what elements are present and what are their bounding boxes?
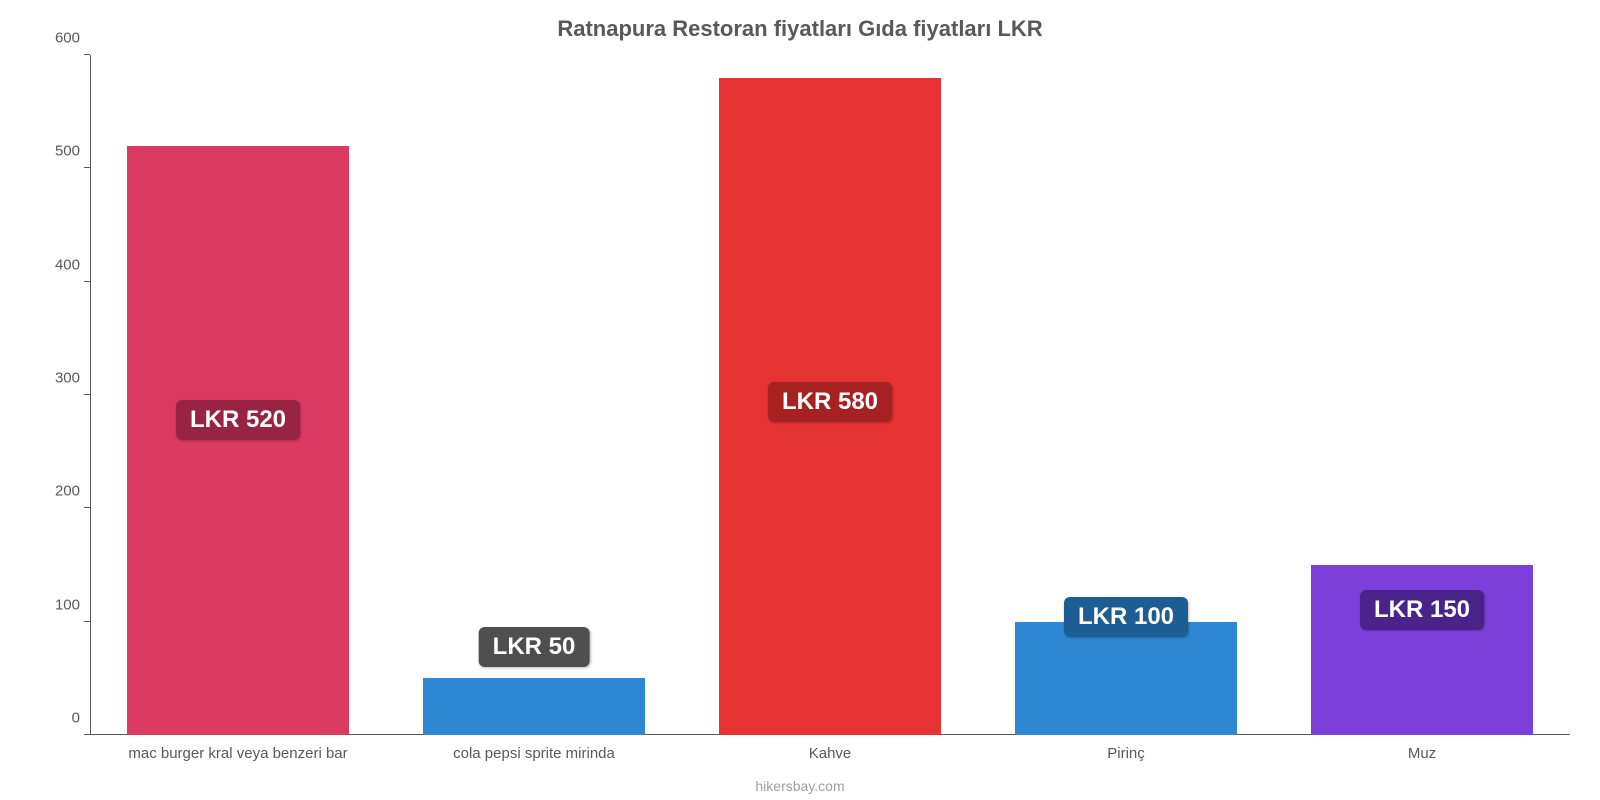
category-label: mac burger kral veya benzeri bar xyxy=(128,745,347,762)
data-label: LKR 50 xyxy=(479,627,590,667)
data-label: LKR 150 xyxy=(1360,590,1484,630)
category-label: Muz xyxy=(1408,745,1436,762)
y-tick-label: 0 xyxy=(72,710,90,727)
bar-slot: cola pepsi sprite mirindaLKR 50 xyxy=(386,55,682,735)
data-label: LKR 100 xyxy=(1064,597,1188,637)
bar xyxy=(423,678,645,735)
category-label: Kahve xyxy=(809,745,852,762)
data-label: LKR 580 xyxy=(768,382,892,422)
bar-slot: MuzLKR 150 xyxy=(1274,55,1570,735)
y-tick-label: 400 xyxy=(55,256,90,273)
chart-footer: hikersbay.com xyxy=(0,778,1600,794)
y-tick-label: 100 xyxy=(55,596,90,613)
bar xyxy=(127,146,349,735)
y-tick-label: 200 xyxy=(55,483,90,500)
category-label: cola pepsi sprite mirinda xyxy=(453,745,615,762)
y-tick-label: 500 xyxy=(55,143,90,160)
bars-container: mac burger kral veya benzeri barLKR 520c… xyxy=(90,55,1570,735)
y-tick-label: 600 xyxy=(55,30,90,47)
category-label: Pirinç xyxy=(1107,745,1145,762)
bar xyxy=(1015,622,1237,735)
y-tick-label: 300 xyxy=(55,370,90,387)
bar-slot: KahveLKR 580 xyxy=(682,55,978,735)
plot-area: 0100200300400500600 mac burger kral veya… xyxy=(90,55,1570,735)
bar-slot: mac burger kral veya benzeri barLKR 520 xyxy=(90,55,386,735)
chart-title: Ratnapura Restoran fiyatları Gıda fiyatl… xyxy=(0,16,1600,42)
bar-slot: PirinçLKR 100 xyxy=(978,55,1274,735)
data-label: LKR 520 xyxy=(176,400,300,440)
